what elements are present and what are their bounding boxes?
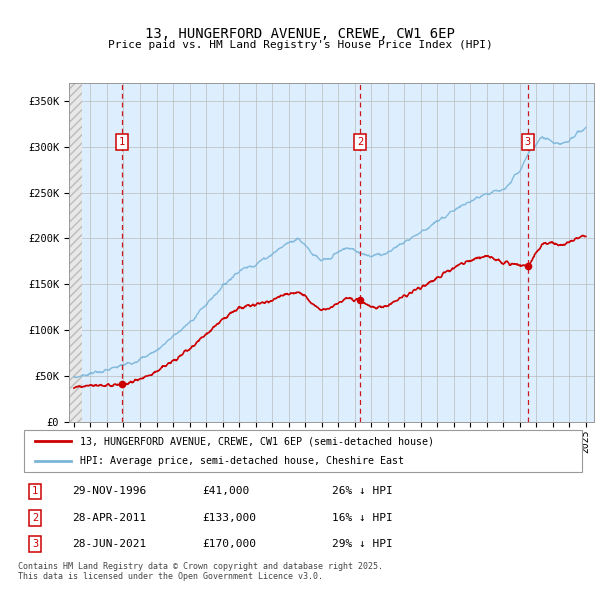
Text: 26% ↓ HPI: 26% ↓ HPI — [332, 487, 392, 496]
Text: 2: 2 — [357, 137, 363, 147]
Text: 29-NOV-1996: 29-NOV-1996 — [73, 487, 147, 496]
Bar — [69, 64, 82, 422]
Text: 1: 1 — [119, 137, 125, 147]
Text: 16% ↓ HPI: 16% ↓ HPI — [332, 513, 392, 523]
Text: 28-APR-2011: 28-APR-2011 — [73, 513, 147, 523]
Text: £41,000: £41,000 — [202, 487, 250, 496]
Text: 2: 2 — [32, 513, 38, 523]
Text: £170,000: £170,000 — [202, 539, 256, 549]
Text: 13, HUNGERFORD AVENUE, CREWE, CW1 6EP (semi-detached house): 13, HUNGERFORD AVENUE, CREWE, CW1 6EP (s… — [80, 437, 434, 447]
Text: 1: 1 — [32, 487, 38, 496]
Text: Price paid vs. HM Land Registry's House Price Index (HPI): Price paid vs. HM Land Registry's House … — [107, 40, 493, 50]
Text: 3: 3 — [32, 539, 38, 549]
Text: 13, HUNGERFORD AVENUE, CREWE, CW1 6EP: 13, HUNGERFORD AVENUE, CREWE, CW1 6EP — [145, 27, 455, 41]
Text: 29% ↓ HPI: 29% ↓ HPI — [332, 539, 392, 549]
Text: 28-JUN-2021: 28-JUN-2021 — [73, 539, 147, 549]
Text: Contains HM Land Registry data © Crown copyright and database right 2025.
This d: Contains HM Land Registry data © Crown c… — [18, 562, 383, 581]
FancyBboxPatch shape — [24, 430, 582, 472]
Text: HPI: Average price, semi-detached house, Cheshire East: HPI: Average price, semi-detached house,… — [80, 456, 404, 466]
Text: 3: 3 — [524, 137, 531, 147]
Text: £133,000: £133,000 — [202, 513, 256, 523]
